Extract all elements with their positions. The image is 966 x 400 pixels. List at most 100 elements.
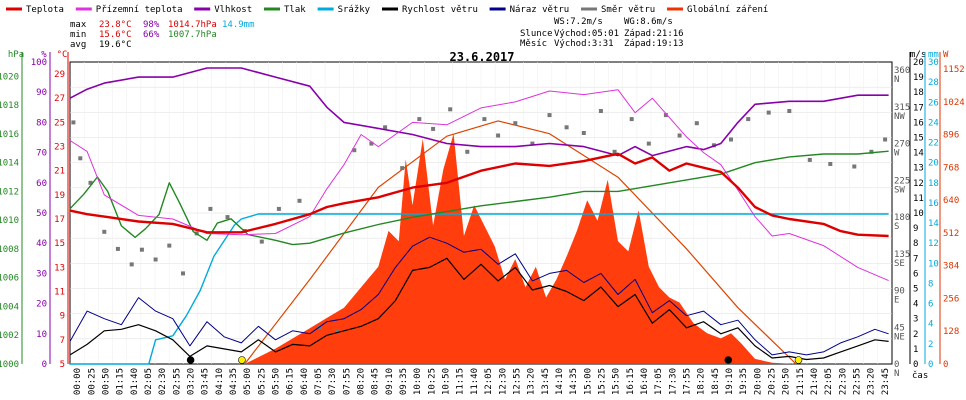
- axis-radiation-tick: 256: [943, 294, 959, 304]
- wind-direction-point: [102, 229, 107, 234]
- axis-rain-tick: 22: [928, 139, 939, 149]
- axis-direction-tick: 180: [894, 213, 910, 223]
- axis-radiation-tick: 0: [943, 360, 948, 370]
- wind-direction-point: [400, 166, 405, 171]
- wind-direction-point: [417, 117, 422, 122]
- axis-wind-speed-title: m/s: [910, 50, 926, 60]
- series-smer-vetru: [71, 107, 888, 334]
- wind-direction-point: [513, 121, 518, 126]
- legend-label-8: Směr větru: [601, 5, 655, 15]
- axis-wind-speed-tick: 3: [913, 315, 918, 325]
- legend-label-1: Teplota: [26, 5, 64, 15]
- wind-direction-point: [694, 121, 699, 126]
- wind-direction-point: [629, 117, 634, 122]
- axis-humidity-tick: 10: [36, 330, 47, 340]
- x-tick-label: 10:00: [413, 368, 423, 395]
- axis-humidity-tick: 40: [36, 239, 47, 249]
- axis-rain-tick: 26: [928, 98, 939, 108]
- x-tick-label: 13:20: [527, 368, 537, 395]
- wind-direction-point: [129, 262, 134, 267]
- axis-direction-compass: N: [894, 75, 899, 85]
- x-tick-label: 06:40: [300, 368, 310, 395]
- axis-temperature-tick: 27: [54, 94, 65, 104]
- x-tick-label: 09:10: [385, 368, 395, 395]
- stat-min-press: 1007.7hPa: [168, 30, 217, 40]
- axis-wind-speed-tick: 20: [913, 58, 924, 68]
- axis-rain-tick: 12: [928, 239, 939, 249]
- sun-marker: [238, 356, 246, 364]
- axis-temperature-tick: 25: [54, 118, 65, 128]
- axis-direction-tick: 360: [894, 66, 910, 76]
- legend-label-2: Přízemní teplota: [96, 5, 183, 15]
- sun-set: Západ:21:16: [624, 29, 684, 39]
- wind-direction-point: [431, 126, 436, 131]
- sun-label: Slunce: [520, 29, 553, 39]
- axis-wind-speed-tick: 11: [913, 194, 924, 204]
- axis-rain-tick: 16: [928, 199, 939, 209]
- x-tick-label: 21:15: [796, 368, 806, 395]
- legend-label-4: Tlak: [284, 5, 306, 15]
- stats-panel: max 23.8°C 98% 1014.7hPa 14.9mm min 15.6…: [70, 20, 255, 50]
- stat-min-temp: 15.6°C: [99, 30, 132, 40]
- axis-temperature-tick: 7: [60, 336, 65, 346]
- series-srazky: [70, 213, 889, 365]
- axis-humidity-tick: 30: [36, 269, 47, 279]
- axis-hpa-tick: 1004: [0, 302, 19, 312]
- wind-direction-point: [787, 109, 792, 113]
- x-tick-label: 00:25: [87, 368, 97, 395]
- wind-direction-point: [547, 113, 552, 118]
- axis-wind-speed-tick: 13: [913, 164, 924, 174]
- wind-direction-point: [883, 137, 888, 142]
- axis-radiation-tick: 512: [943, 229, 959, 239]
- x-tick-label: 12:30: [498, 368, 508, 395]
- axis-radiation-tick: 384: [943, 262, 959, 272]
- axis-rain-tick: 4: [928, 320, 933, 330]
- series-prizemni-teplota: [69, 89, 889, 282]
- axis-hpa-tick: 1008: [0, 245, 19, 255]
- moon-set: Západ:19:13: [624, 39, 684, 49]
- wind-direction-point: [352, 148, 357, 153]
- stat-avg-temp: 19.6°C: [99, 40, 132, 50]
- axis-rain-tick: 14: [928, 219, 939, 229]
- axis-humidity-title: %: [41, 50, 47, 60]
- x-tick-label: 17:30: [668, 368, 678, 395]
- chart-date-title: 23.6.2017: [449, 50, 514, 64]
- wind-direction-point: [869, 149, 874, 154]
- axis-rain-tick: 30: [928, 58, 939, 68]
- wind-speed-info: WS:7.2m/s: [554, 17, 603, 27]
- axis-rain-title: mm: [928, 50, 939, 60]
- x-tick-label: 19:35: [739, 368, 749, 395]
- axis-wind-speed-tick: 8: [913, 239, 918, 249]
- series-vlhkost: [69, 67, 889, 157]
- axis-temperature-title: °C: [57, 50, 68, 60]
- x-tick-label: 22:55: [853, 368, 863, 395]
- wind-direction-point: [181, 271, 185, 276]
- x-tick-label: 15:00: [583, 368, 593, 395]
- axis-wind-speed-tick: 0: [913, 360, 918, 370]
- x-tick-label: 11:15: [456, 368, 466, 395]
- x-tick-label: 13:45: [541, 368, 551, 395]
- axes-group: 1000100210041006100810101012101410161018…: [0, 50, 965, 395]
- wind-direction-point: [276, 206, 281, 211]
- wind-direction-point: [746, 117, 751, 122]
- wind-direction-point: [807, 157, 812, 162]
- x-tick-label: 01:40: [130, 368, 140, 395]
- x-tick-label: 21:40: [810, 368, 820, 395]
- axis-direction-tick: 135: [894, 250, 910, 260]
- wind-direction-point: [297, 198, 302, 203]
- axis-direction-compass: W: [894, 149, 900, 159]
- wind-direction-point: [167, 243, 172, 248]
- wind-direction-point: [581, 131, 586, 135]
- x-axis-unit: čas: [912, 370, 928, 381]
- wind-direction-point: [225, 215, 230, 220]
- axis-wind-speed-tick: 10: [913, 209, 924, 219]
- wind-direction-point: [139, 247, 144, 252]
- stat-max-label: max: [70, 20, 87, 30]
- axis-temperature-tick: 13: [54, 263, 65, 273]
- wind-direction-point: [383, 125, 388, 130]
- axis-humidity-tick: 90: [36, 88, 47, 98]
- axis-hpa-tick: 1014: [0, 159, 19, 169]
- axis-wind-speed-tick: 19: [913, 73, 924, 83]
- series-rychlost-vetru: [69, 257, 889, 361]
